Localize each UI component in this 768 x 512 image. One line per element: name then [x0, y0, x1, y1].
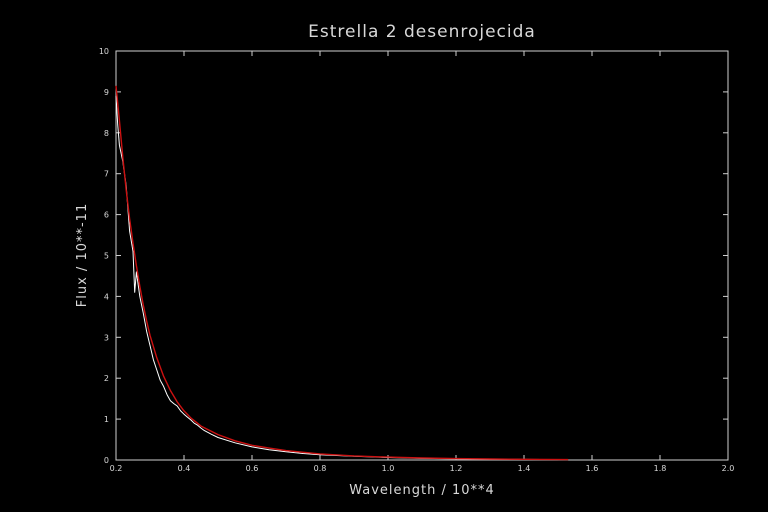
- y-tick-label: 9: [104, 88, 109, 97]
- x-tick-label: 1.0: [382, 464, 395, 473]
- x-tick-label: 1.2: [450, 464, 463, 473]
- y-tick-label: 2: [104, 374, 109, 383]
- y-tick-label: 8: [104, 129, 109, 138]
- x-tick-label: 2.0: [722, 464, 735, 473]
- y-tick-label: 4: [104, 292, 109, 301]
- x-tick-label: 1.4: [518, 464, 531, 473]
- x-tick-label: 0.8: [314, 464, 327, 473]
- y-axis: 0 1 2 3 4 5 6 7 8 9 10: [99, 47, 728, 465]
- x-tick-label: 0.4: [178, 464, 191, 473]
- y-axis-label: Flux / 10**-11: [75, 203, 90, 307]
- y-tick-label: 5: [104, 252, 109, 261]
- y-tick-label: 7: [104, 170, 109, 179]
- y-tick-label: 3: [104, 333, 109, 342]
- x-tick-label: 1.8: [654, 464, 667, 473]
- x-tick-label: 0.6: [246, 464, 259, 473]
- y-tick-label: 6: [104, 211, 109, 220]
- x-tick-label: 1.6: [586, 464, 599, 473]
- y-tick-label: 1: [104, 415, 109, 424]
- chart-title: Estrella 2 desenrojecida: [308, 22, 536, 42]
- x-axis-label: Wavelength / 10**4: [349, 483, 495, 498]
- y-tick-label: 0: [104, 456, 109, 465]
- y-tick-label: 10: [99, 47, 109, 56]
- x-tick-label: 0.2: [110, 464, 123, 473]
- series-layer: [115, 85, 569, 461]
- model-series-line: [115, 85, 569, 461]
